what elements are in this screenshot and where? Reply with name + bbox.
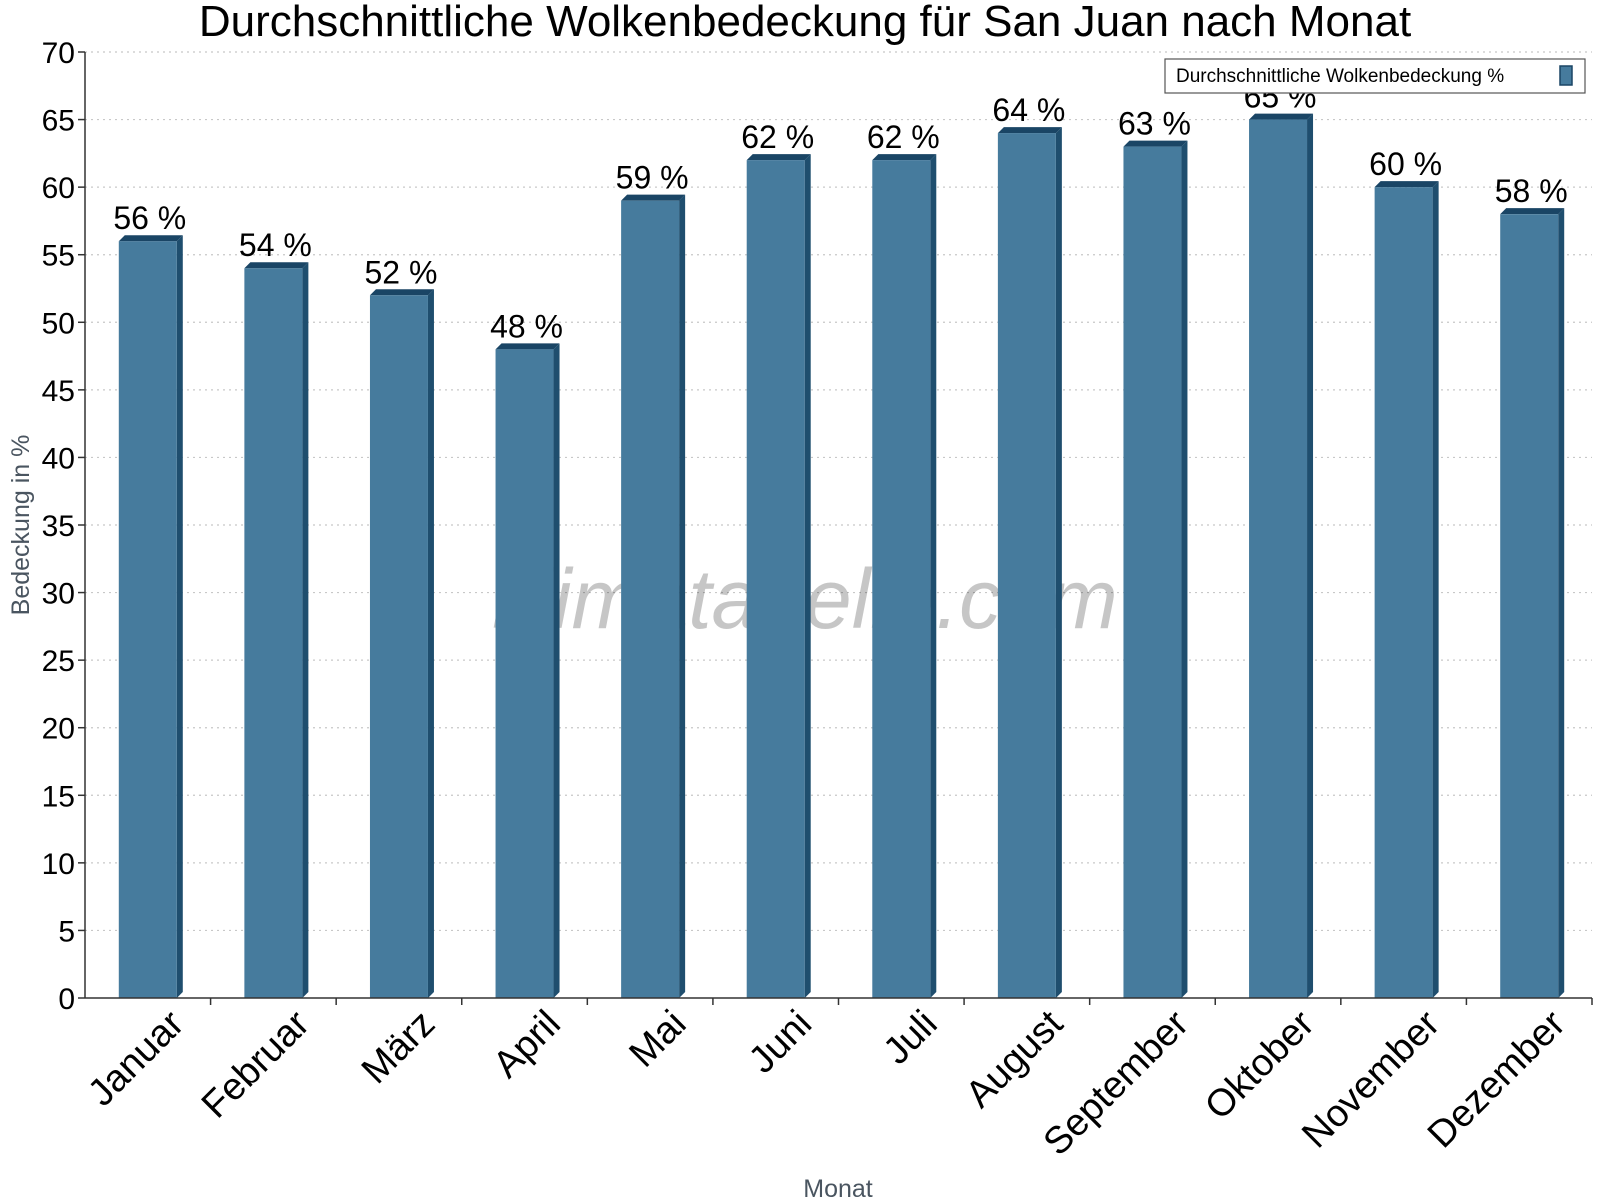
x-tick-label: Dezember bbox=[1420, 1002, 1574, 1156]
y-tick-label: 60 bbox=[42, 172, 75, 205]
x-axis-ticks: Januar Februar März April Mai Juni Juli AugustS… bbox=[80, 998, 1593, 1164]
bar bbox=[1500, 214, 1559, 998]
y-axis-ticks: 0 5 10 15 20 25 30 35 40 45 50 55 60 65 70 bbox=[42, 37, 85, 1016]
y-tick-label: 25 bbox=[42, 645, 75, 678]
bar-top bbox=[369, 289, 434, 296]
data-label: 54 % bbox=[239, 227, 312, 263]
y-tick-label: 20 bbox=[42, 713, 75, 746]
bar-side bbox=[1181, 140, 1188, 999]
bar bbox=[997, 133, 1056, 999]
data-label: 63 % bbox=[1118, 106, 1191, 142]
legend-box bbox=[1164, 58, 1586, 94]
chart-title: Durchschnittliche Wolkenbedeckung für Sa… bbox=[199, 0, 1411, 46]
bar-top bbox=[244, 262, 309, 269]
bar bbox=[369, 295, 428, 998]
bar bbox=[244, 268, 303, 998]
legend-swatch bbox=[1559, 65, 1573, 86]
bar bbox=[1374, 187, 1433, 999]
bar-side bbox=[1432, 181, 1439, 999]
bar-side bbox=[930, 154, 937, 999]
bar-side bbox=[1307, 113, 1314, 999]
bar-side bbox=[427, 289, 434, 998]
y-tick-label: 15 bbox=[42, 780, 75, 813]
legend: Durchschnittliche Wolkenbedeckung % bbox=[1164, 58, 1586, 94]
data-label: 58 % bbox=[1495, 173, 1568, 209]
bar bbox=[495, 349, 554, 998]
x-tick-label: April bbox=[485, 1003, 568, 1086]
bars: 56 %54 %52 %48 %59 %62 % 62 %64 % 63 %65 %… bbox=[113, 79, 1568, 999]
bar-side bbox=[804, 154, 811, 999]
bar-side bbox=[679, 194, 686, 998]
x-tick-label: Juni bbox=[741, 1003, 820, 1082]
y-tick-label: 5 bbox=[58, 915, 75, 948]
bar-top bbox=[118, 235, 183, 242]
y-tick-label: 50 bbox=[42, 307, 75, 340]
y-tick-label: 40 bbox=[42, 442, 75, 475]
bar-top bbox=[746, 154, 811, 161]
data-label: 59 % bbox=[616, 160, 689, 196]
y-tick-label: 55 bbox=[42, 240, 75, 273]
legend-label: Durchschnittliche Wolkenbedeckung % bbox=[1176, 66, 1504, 87]
y-tick-label: 70 bbox=[42, 37, 75, 70]
data-label: 62 % bbox=[867, 119, 940, 155]
data-label: 48 % bbox=[490, 308, 563, 344]
y-axis-label: Bedeckung in % bbox=[7, 435, 35, 616]
bar-side bbox=[553, 343, 560, 998]
x-tick-label: Januar bbox=[80, 1002, 192, 1114]
bar-top bbox=[997, 127, 1062, 134]
bar bbox=[1123, 146, 1182, 999]
bar bbox=[1249, 119, 1308, 999]
bar-top bbox=[495, 343, 560, 350]
x-tick-label: Oktober bbox=[1197, 1002, 1323, 1128]
data-label: 64 % bbox=[992, 92, 1065, 128]
bar bbox=[118, 241, 177, 998]
data-label: 56 % bbox=[113, 200, 186, 236]
bar bbox=[872, 160, 931, 999]
bar-side bbox=[1055, 127, 1062, 999]
y-tick-label: 45 bbox=[42, 375, 75, 408]
bar-top bbox=[1249, 113, 1314, 120]
bar-top bbox=[1123, 140, 1188, 147]
y-tick-label: 10 bbox=[42, 848, 75, 881]
x-tick-label: Juli bbox=[876, 1003, 946, 1073]
bar bbox=[621, 200, 680, 998]
bar-side bbox=[1558, 208, 1565, 998]
bar-top bbox=[872, 154, 937, 161]
bar-side bbox=[302, 262, 309, 998]
data-label: 60 % bbox=[1369, 146, 1442, 182]
x-tick-label: Mai bbox=[621, 1003, 694, 1076]
bar-top bbox=[1500, 208, 1565, 215]
y-tick-label: 35 bbox=[42, 510, 75, 543]
y-tick-label: 65 bbox=[42, 105, 75, 138]
y-tick-label: 30 bbox=[42, 578, 75, 611]
bar-top bbox=[1374, 181, 1439, 188]
x-axis-label: Monat bbox=[803, 1175, 873, 1200]
x-tick-label: März bbox=[354, 1003, 443, 1092]
bar-top bbox=[621, 194, 686, 201]
y-tick-label: 0 bbox=[58, 983, 75, 1016]
data-label: 52 % bbox=[364, 254, 437, 290]
x-tick-label: Februar bbox=[194, 1002, 318, 1126]
bar bbox=[746, 160, 805, 999]
bar-side bbox=[176, 235, 183, 998]
gridlines bbox=[85, 51, 1592, 932]
x-tick-label: August bbox=[958, 1002, 1072, 1116]
data-label: 62 % bbox=[741, 119, 814, 155]
